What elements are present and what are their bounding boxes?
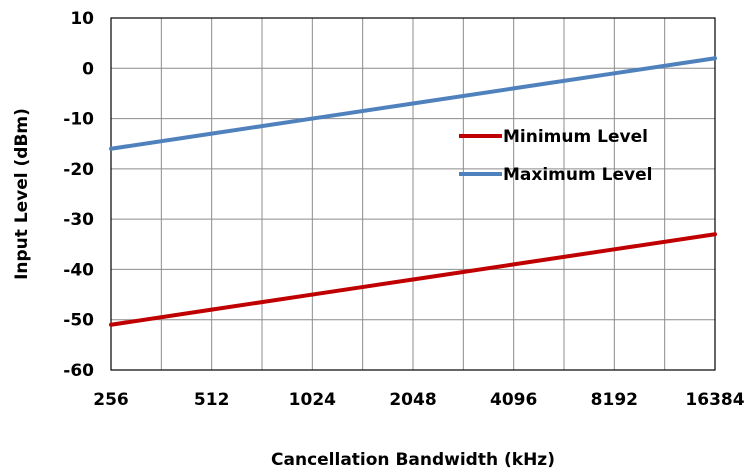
- data-point: [109, 146, 113, 151]
- data-point: [109, 322, 113, 327]
- y-axis-ticks: 10 0 -10 -20 -30 -40 -50 -60: [63, 9, 94, 381]
- data-point: [511, 86, 516, 91]
- data-point: [511, 262, 516, 267]
- y-tick-label: -60: [63, 361, 94, 381]
- x-axis-ticks: 256 512 1024 2048 4096 8192 16384: [93, 390, 744, 410]
- y-axis-title: Input Level (dBm): [12, 108, 32, 280]
- series-lines: [109, 56, 717, 327]
- data-point: [310, 116, 315, 121]
- y-tick-label: 10: [70, 9, 94, 29]
- legend-label-maximum-level: Maximum Level: [503, 165, 652, 185]
- data-point: [209, 131, 214, 136]
- x-tick-label: 8192: [591, 390, 638, 410]
- x-tick-label: 4096: [490, 390, 537, 410]
- plot-area-border: [110, 17, 716, 371]
- y-tick-label: -20: [63, 160, 94, 180]
- x-tick-label: 256: [93, 390, 129, 410]
- y-tick-label: -50: [63, 311, 94, 331]
- x-tick-label: 16384: [685, 390, 744, 410]
- legend: Minimum Level Maximum Level: [459, 127, 652, 185]
- y-tick-label: -10: [63, 110, 94, 130]
- x-tick-label: 1024: [289, 390, 336, 410]
- legend-label-minimum-level: Minimum Level: [503, 127, 648, 147]
- grid: [110, 17, 716, 371]
- data-point: [411, 101, 415, 106]
- data-point: [209, 307, 214, 312]
- y-tick-label: -40: [63, 260, 94, 280]
- data-point: [612, 247, 617, 252]
- x-tick-label: 2048: [389, 390, 436, 410]
- data-point: [612, 71, 617, 76]
- y-tick-label: -30: [63, 210, 94, 230]
- data-point: [411, 277, 415, 282]
- x-axis-title: Cancellation Bandwidth (kHz): [271, 450, 555, 470]
- x-tick-label: 512: [194, 390, 230, 410]
- data-point: [310, 292, 315, 297]
- y-tick-label: 0: [82, 59, 94, 79]
- data-point: [713, 56, 717, 61]
- data-point: [713, 232, 717, 237]
